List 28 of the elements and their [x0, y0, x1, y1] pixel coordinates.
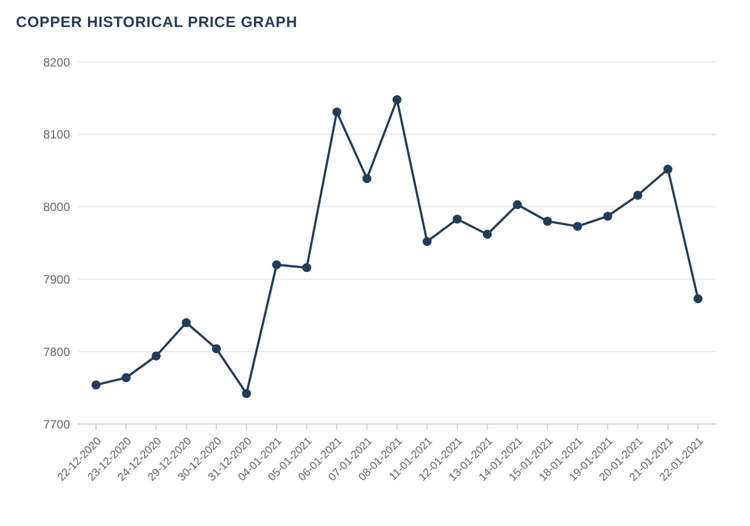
y-tick-label: 8100 [43, 128, 70, 142]
point [633, 190, 642, 200]
point [422, 237, 432, 246]
point [573, 222, 582, 231]
y-tick-label: 7900 [43, 272, 70, 286]
point [182, 318, 191, 328]
point [392, 95, 402, 104]
point [272, 260, 282, 270]
point [212, 344, 221, 354]
point [152, 351, 161, 360]
y-tick-label: 8000 [43, 200, 70, 214]
point [512, 200, 522, 210]
point [362, 174, 372, 184]
point [332, 107, 342, 116]
point [543, 216, 552, 226]
y-tick-label: 7700 [43, 417, 70, 432]
point [694, 294, 702, 304]
point [242, 389, 251, 398]
point [482, 230, 492, 239]
chart-title: COPPER HISTORICAL PRICE GRAPH [16, 14, 298, 31]
point [302, 263, 312, 272]
point [92, 380, 100, 390]
point [452, 214, 462, 224]
point [122, 373, 131, 382]
y-tick-label: 7800 [43, 344, 70, 359]
point [603, 212, 612, 221]
y-tick-label: 8200 [43, 55, 70, 70]
point [663, 164, 672, 174]
